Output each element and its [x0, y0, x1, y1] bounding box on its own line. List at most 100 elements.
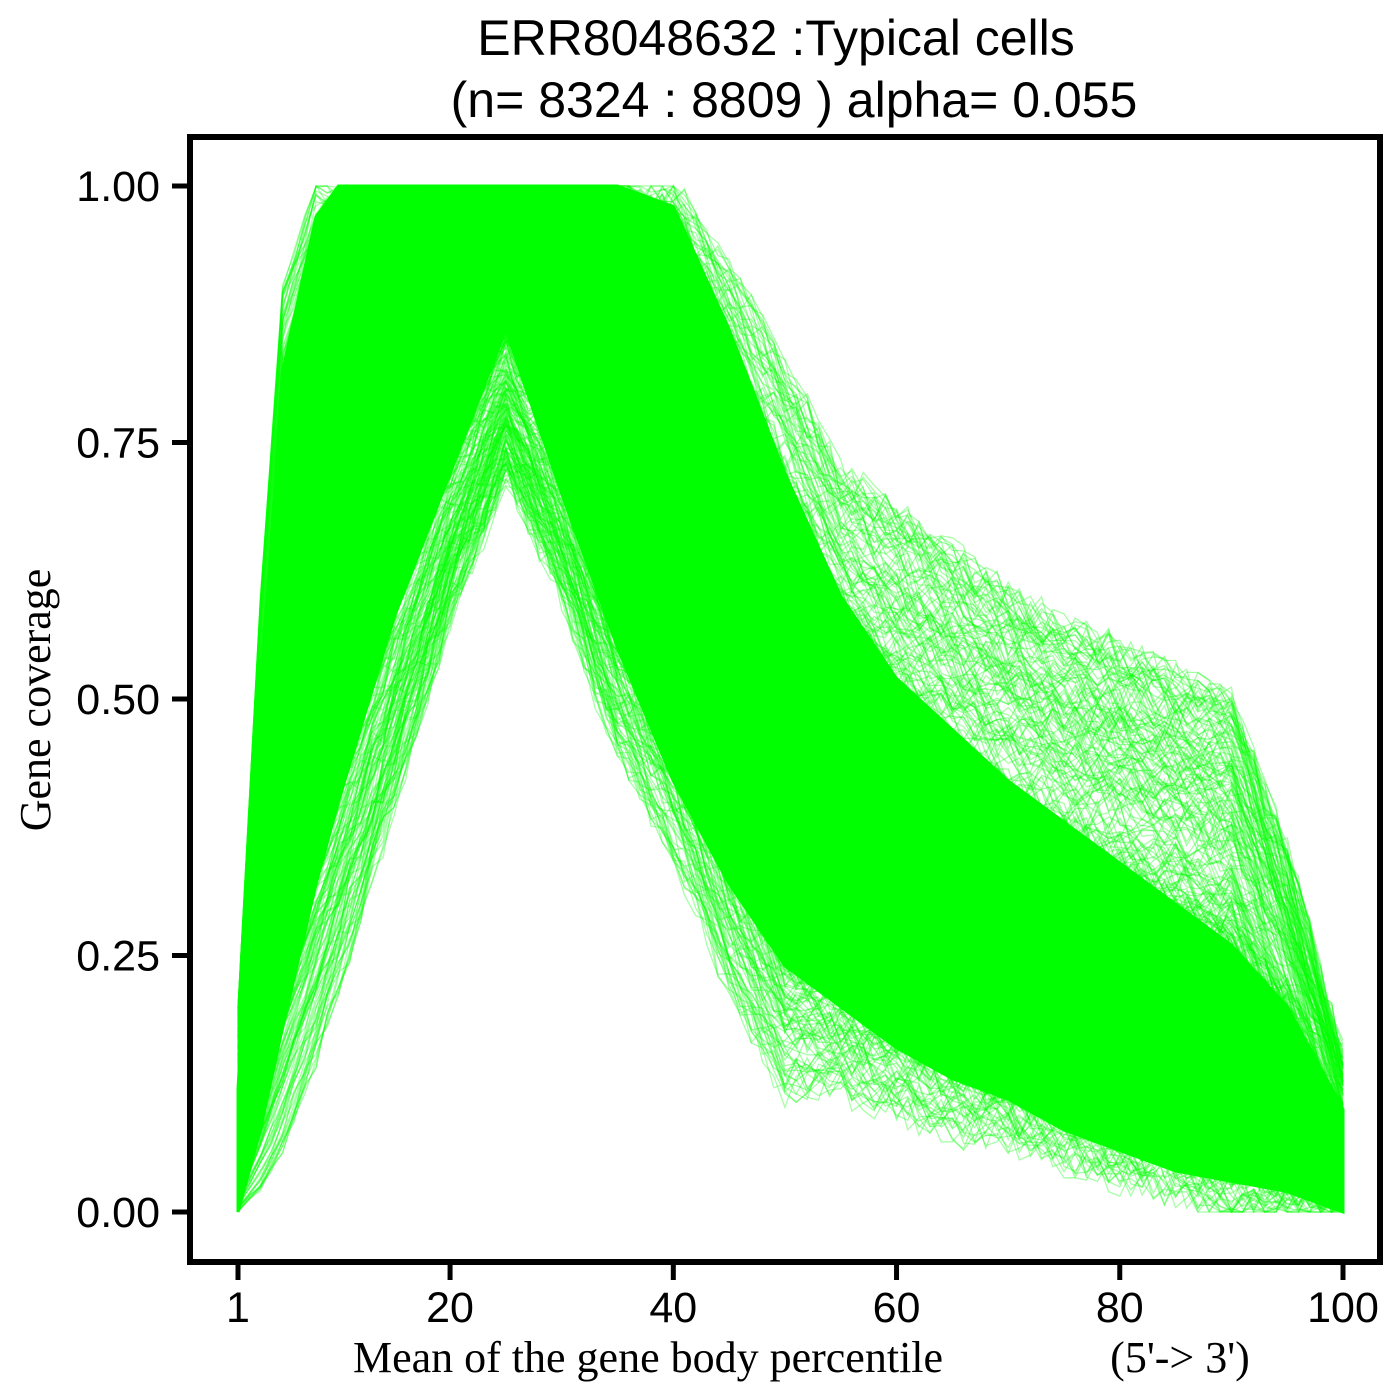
coverage-line: [237, 414, 1344, 1194]
coverage-line: [237, 391, 1344, 1156]
coverage-line: [237, 405, 1344, 1174]
coverage-line: [237, 469, 1344, 1211]
coverage-line: [237, 386, 1344, 1162]
coverage-line: [237, 254, 1344, 1110]
coverage-line: [237, 278, 1344, 1122]
coverage-line: [237, 251, 1344, 1085]
coverage-line: [237, 184, 1344, 1045]
coverage-line: [237, 300, 1344, 1105]
coverage-line: [237, 469, 1344, 1213]
coverage-line: [237, 340, 1344, 1136]
coverage-line: [237, 463, 1344, 1211]
x-tick-label: 20: [426, 1284, 474, 1332]
coverage-line: [237, 457, 1344, 1207]
coverage-line: [237, 426, 1344, 1171]
coverage-line: [237, 402, 1344, 1187]
coverage-line: [237, 429, 1344, 1186]
coverage-line: [237, 281, 1344, 1127]
coverage-line: [237, 311, 1344, 1148]
coverage-line: [237, 212, 1344, 1068]
coverage-line: [237, 314, 1344, 1112]
coverage-line: [237, 397, 1344, 1187]
coverage-line: [237, 477, 1344, 1213]
coverage-line: [237, 339, 1344, 1162]
coverage-lines: [236, 184, 1345, 1215]
coverage-line: [237, 237, 1344, 1108]
coverage-line: [237, 329, 1344, 1121]
coverage-line: [237, 307, 1344, 1135]
y-tick-label: 0.75: [76, 420, 160, 468]
coverage-line: [237, 431, 1344, 1197]
coverage-line: [237, 293, 1344, 1126]
coverage-line: [237, 416, 1344, 1212]
coverage-line: [237, 215, 1344, 1096]
coverage-line: [237, 447, 1344, 1213]
coverage-line: [237, 185, 1344, 1070]
coverage-line: [237, 274, 1344, 1100]
coverage-line: [237, 239, 1344, 1083]
coverage-core-band: [236, 184, 1345, 1215]
x-axis: 1 20 40 60 80 100: [226, 1262, 1379, 1332]
coverage-line: [237, 225, 1344, 1096]
coverage-line: [237, 320, 1344, 1153]
coverage-line: [237, 352, 1344, 1154]
coverage-line: [237, 209, 1344, 1086]
coverage-line: [237, 184, 1344, 1066]
coverage-line: [237, 454, 1344, 1213]
coverage-line: [237, 423, 1344, 1191]
coverage-line: [237, 290, 1344, 1132]
coverage-line: [237, 283, 1344, 1120]
coverage-line: [237, 218, 1344, 1088]
coverage-line: [237, 333, 1344, 1139]
coverage-line: [237, 276, 1344, 1117]
coverage-line: [237, 355, 1344, 1151]
coverage-line: [237, 184, 1344, 1075]
coverage-line: [237, 293, 1344, 1136]
coverage-line: [237, 362, 1344, 1158]
coverage-line: [237, 370, 1344, 1160]
coverage-line: [237, 458, 1344, 1205]
coverage-line: [237, 435, 1344, 1214]
y-axis: 0.00 0.25 0.50 0.75 1.00: [76, 163, 190, 1237]
coverage-line: [237, 423, 1344, 1180]
coverage-line: [237, 315, 1344, 1154]
coverage-line: [237, 327, 1344, 1118]
coverage-line: [237, 436, 1344, 1210]
coverage-line: [237, 220, 1344, 1077]
coverage-line: [237, 334, 1344, 1151]
coverage-line: [237, 380, 1344, 1181]
coverage-line: [237, 419, 1344, 1197]
coverage-line: [237, 241, 1344, 1085]
x-tick-label: 40: [649, 1284, 697, 1332]
coverage-line: [237, 403, 1344, 1168]
coverage-line: [237, 314, 1344, 1112]
coverage-line: [237, 463, 1344, 1213]
coverage-line: [237, 332, 1344, 1152]
coverage-line: [237, 370, 1344, 1158]
coverage-line: [237, 364, 1344, 1165]
coverage-line: [237, 202, 1344, 1085]
coverage-line: [237, 433, 1344, 1203]
coverage-line: [237, 420, 1344, 1187]
coverage-line: [237, 429, 1344, 1196]
coverage-line: [237, 274, 1344, 1115]
coverage-line: [237, 312, 1344, 1125]
coverage-line: [237, 322, 1344, 1160]
coverage-line: [237, 406, 1344, 1186]
coverage-line: [237, 259, 1344, 1094]
coverage-line: [237, 312, 1344, 1141]
coverage-line: [237, 454, 1344, 1213]
coverage-line: [237, 185, 1344, 1056]
coverage-line: [237, 337, 1344, 1163]
coverage-line: [237, 438, 1344, 1196]
coverage-line: [237, 386, 1344, 1183]
coverage-line: [237, 461, 1344, 1213]
coverage-line: [237, 185, 1344, 1051]
coverage-line: [237, 431, 1344, 1195]
coverage-line: [237, 248, 1344, 1093]
coverage-line: [237, 251, 1344, 1110]
coverage-line: [237, 184, 1344, 1053]
coverage-line: [237, 346, 1344, 1142]
x-tick-label: 60: [873, 1284, 921, 1332]
coverage-line: [237, 209, 1344, 1090]
